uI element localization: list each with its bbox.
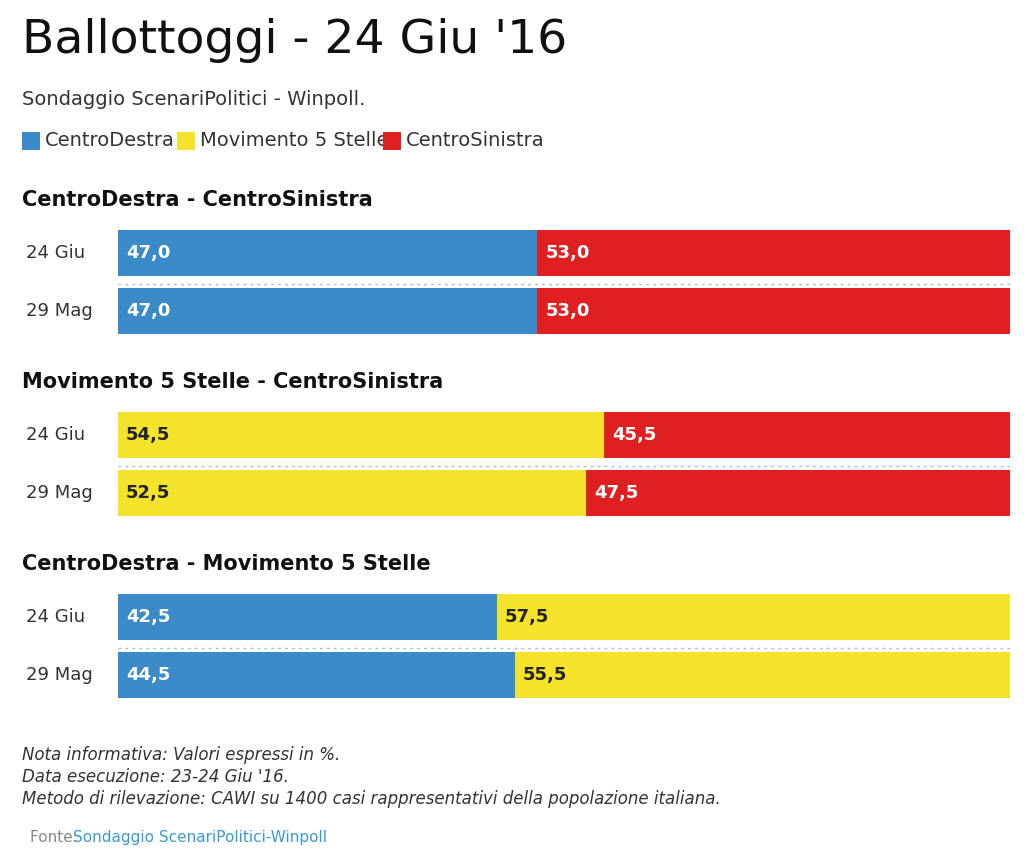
Bar xyxy=(118,594,497,640)
Text: 54,5: 54,5 xyxy=(126,426,170,444)
Text: 45,5: 45,5 xyxy=(612,426,656,444)
Text: 53,0: 53,0 xyxy=(545,244,590,262)
Bar xyxy=(538,230,1010,276)
Text: Metodo di rilevazione: CAWI su 1400 casi rappresentativi della popolazione itali: Metodo di rilevazione: CAWI su 1400 casi… xyxy=(22,790,721,808)
Text: CentroSinistra: CentroSinistra xyxy=(406,131,545,150)
Bar xyxy=(587,470,1010,516)
Text: 47,0: 47,0 xyxy=(126,244,170,262)
Bar xyxy=(604,412,1010,458)
Bar xyxy=(177,132,195,150)
Text: Ballottoggi - 24 Giu '16: Ballottoggi - 24 Giu '16 xyxy=(22,18,567,63)
Bar xyxy=(383,132,401,150)
Bar xyxy=(515,652,1010,698)
Text: 29 Mag: 29 Mag xyxy=(26,302,93,320)
Text: Data esecuzione: 23-24 Giu '16.: Data esecuzione: 23-24 Giu '16. xyxy=(22,768,289,786)
Bar xyxy=(538,288,1010,334)
Text: Sondaggio ScenariPolitici-Winpoll: Sondaggio ScenariPolitici-Winpoll xyxy=(74,830,328,845)
Text: 29 Mag: 29 Mag xyxy=(26,484,93,502)
Text: CentroDestra - Movimento 5 Stelle: CentroDestra - Movimento 5 Stelle xyxy=(22,554,431,574)
Bar xyxy=(118,288,538,334)
Text: 44,5: 44,5 xyxy=(126,666,170,684)
Text: 24 Giu: 24 Giu xyxy=(26,608,85,626)
Bar xyxy=(118,412,604,458)
Text: Nota informativa: Valori espressi in %.: Nota informativa: Valori espressi in %. xyxy=(22,746,340,764)
Text: CentroDestra: CentroDestra xyxy=(45,131,175,150)
Text: 42,5: 42,5 xyxy=(126,608,170,626)
Bar xyxy=(118,652,515,698)
Text: 24 Giu: 24 Giu xyxy=(26,244,85,262)
Text: 53,0: 53,0 xyxy=(545,302,590,320)
Text: 52,5: 52,5 xyxy=(126,484,170,502)
Text: Movimento 5 Stelle: Movimento 5 Stelle xyxy=(200,131,388,150)
Text: Sondaggio ScenariPolitici - Winpoll.: Sondaggio ScenariPolitici - Winpoll. xyxy=(22,90,366,109)
Text: 47,0: 47,0 xyxy=(126,302,170,320)
Bar xyxy=(118,470,587,516)
Text: Fonte:: Fonte: xyxy=(30,830,83,845)
Text: 55,5: 55,5 xyxy=(523,666,567,684)
Bar xyxy=(497,594,1010,640)
Text: 29 Mag: 29 Mag xyxy=(26,666,93,684)
Text: Movimento 5 Stelle - CentroSinistra: Movimento 5 Stelle - CentroSinistra xyxy=(22,372,443,392)
Text: 57,5: 57,5 xyxy=(505,608,550,626)
Text: 47,5: 47,5 xyxy=(594,484,639,502)
Text: CentroDestra - CentroSinistra: CentroDestra - CentroSinistra xyxy=(22,190,373,210)
Bar xyxy=(22,132,40,150)
Text: 24 Giu: 24 Giu xyxy=(26,426,85,444)
Bar xyxy=(118,230,538,276)
